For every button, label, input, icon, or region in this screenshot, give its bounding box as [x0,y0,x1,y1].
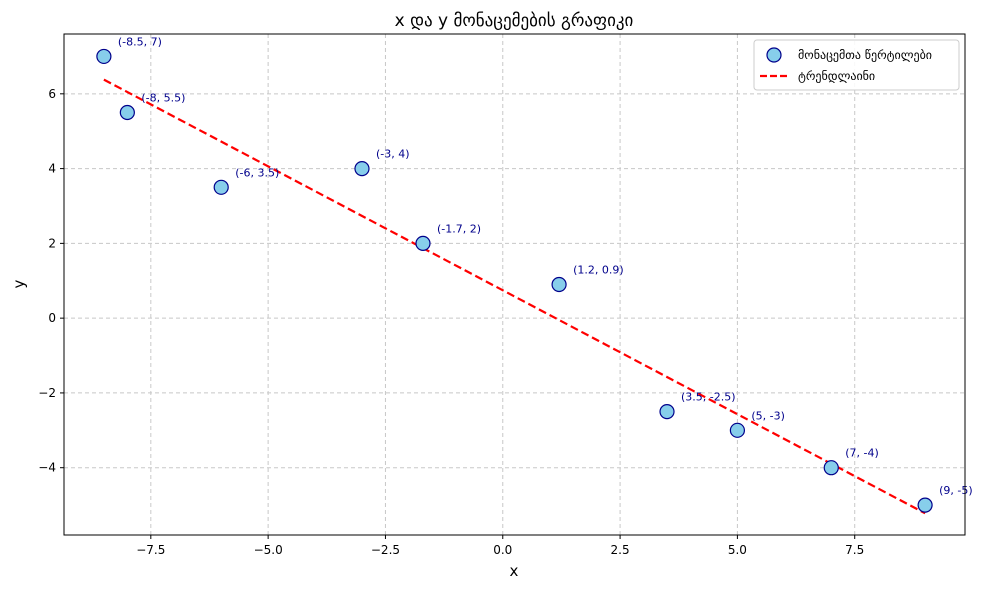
point-label: (-1.7, 2) [437,222,481,235]
y-axis-ticks: −4 −2 0 2 4 6 [38,87,64,475]
chart-title: x და y მონაცემების გრაფიკი [395,11,634,31]
y-tick-label: −4 [38,461,56,475]
point-label: (7, -4) [845,447,879,460]
data-point [96,48,112,65]
grid [64,34,965,535]
y-tick-label: −2 [38,386,56,400]
y-axis-label: y [10,279,28,288]
point-label: (-8.5, 7) [118,35,162,48]
point-label: (3.5, -2.5) [681,391,736,404]
x-tick-label: 0.0 [493,543,512,557]
data-point [119,104,135,121]
plot-frame [63,33,966,536]
point-label: (5, -3) [751,409,785,422]
legend-scatter-marker [766,47,782,63]
legend-box [753,39,960,91]
data-point [823,460,839,476]
point-label: (-3, 4) [376,148,410,161]
point-label: (9, -5) [939,484,973,497]
data-points [96,48,933,513]
data-point [354,160,370,177]
x-tick-label: 7.5 [845,543,864,557]
data-point [659,404,675,420]
data-point [415,235,431,251]
y-tick-label: 4 [48,162,56,176]
point-label: (-6, 3.5) [235,166,279,179]
data-point [213,179,229,195]
x-tick-label: −7.5 [136,543,165,557]
x-tick-label: −2.5 [371,543,400,557]
legend: მონაცემთა წერტილები ტრენდლაინი [753,39,960,91]
x-axis-ticks: −7.5 −5.0 −2.5 0.0 2.5 5.0 7.5 [136,535,864,557]
data-point [729,422,746,438]
x-tick-label: 2.5 [611,543,630,557]
data-point [917,497,933,513]
x-axis-label: x [510,562,519,580]
y-tick-label: 6 [48,87,56,101]
x-tick-label: 5.0 [728,543,747,557]
point-annotations: (-8.5, 7) (-8, 5.5) (-6, 3.5) (-3, 4) (-1.7,… [118,35,973,497]
y-tick-label: 0 [48,311,56,325]
legend-label-trend: ტრენდლაინი [798,69,875,83]
data-point [551,276,567,293]
trendline-layer [103,78,926,515]
point-label: (-8, 5.5) [141,92,185,105]
x-tick-label: −5.0 [254,543,283,557]
point-label: (1.2, 0.9) [573,264,624,277]
y-tick-label: 2 [48,236,56,250]
trendline [103,78,926,515]
legend-label-points: მონაცემთა წერტილები [798,48,932,62]
